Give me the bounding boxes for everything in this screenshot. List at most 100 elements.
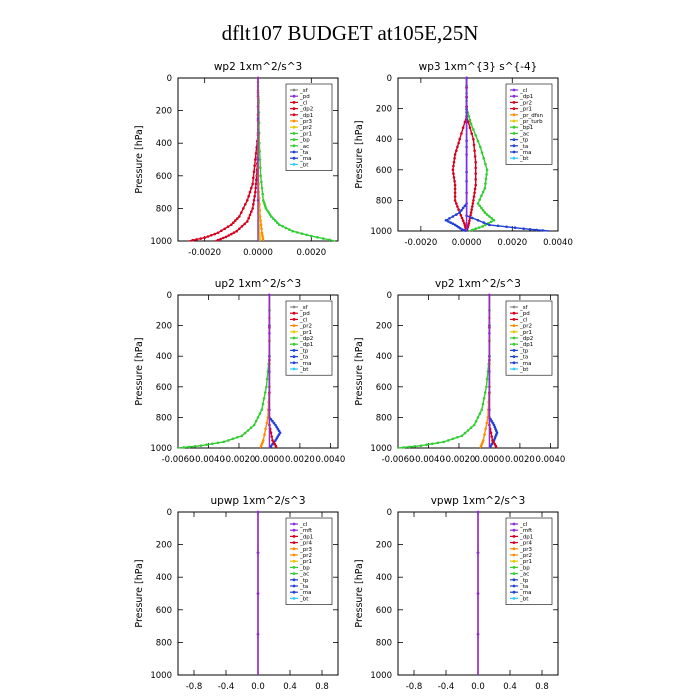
series-marker — [486, 416, 490, 419]
legend-marker — [292, 144, 296, 148]
series-marker — [276, 221, 279, 224]
series-marker — [247, 216, 250, 220]
legend-marker — [292, 125, 296, 129]
series-marker — [460, 132, 463, 135]
legend-label: _ma — [519, 150, 531, 156]
series-marker — [436, 441, 440, 445]
legend-label: _sf — [299, 305, 309, 311]
series-marker — [191, 238, 194, 242]
series-marker — [276, 427, 280, 431]
series-marker — [227, 439, 230, 442]
legend-marker — [292, 132, 296, 135]
series-marker — [484, 177, 488, 181]
legend-marker — [512, 535, 516, 538]
legend-label: _cl — [519, 317, 528, 323]
series-marker — [476, 592, 480, 595]
series-marker — [456, 436, 459, 439]
legend-marker — [512, 590, 516, 594]
series-marker — [474, 134, 478, 137]
series-marker — [277, 433, 281, 436]
legend-marker — [292, 559, 296, 563]
legend-marker — [292, 535, 296, 538]
x-tick-label: 0.0000 — [475, 455, 505, 465]
series-marker — [195, 238, 198, 241]
legend-label: _dp1 — [519, 342, 533, 348]
legend-marker — [292, 584, 296, 588]
legend-marker — [292, 597, 296, 600]
series-marker — [284, 226, 288, 230]
legend-marker — [512, 547, 516, 551]
series-marker — [479, 444, 483, 448]
series-marker — [476, 416, 480, 419]
x-tick-label: -0.0020 — [404, 238, 437, 248]
series-marker — [453, 195, 457, 198]
series-marker — [483, 211, 487, 214]
series-marker — [467, 222, 471, 225]
legend-label: _ta — [519, 355, 528, 361]
x-tick-label: -0.8 — [406, 682, 423, 692]
series-marker — [458, 137, 462, 141]
legend-marker — [292, 156, 296, 160]
series-marker — [243, 222, 246, 226]
series-marker — [260, 231, 264, 235]
x-tick-label: 0.0000 — [255, 455, 285, 465]
series-marker — [256, 76, 260, 80]
legend-label: _mft — [299, 528, 313, 534]
series-marker — [408, 445, 411, 449]
series-marker — [468, 126, 472, 129]
legend-marker — [512, 94, 516, 98]
legend-marker — [292, 107, 296, 110]
series-marker — [252, 170, 256, 173]
series-marker — [251, 207, 254, 210]
y-tick-label: 200 — [376, 322, 392, 332]
series-marker — [272, 441, 275, 444]
panel-1: wp2 1xm^2/s^3 Pressure [hPa] 0 200 400 600 800… — [134, 61, 339, 258]
series-marker — [513, 226, 517, 229]
x-tick-label: -0.4 — [438, 682, 455, 692]
series-marker — [227, 234, 230, 237]
y-tick-label: 400 — [376, 352, 392, 362]
legend-marker — [292, 119, 296, 123]
legend-label: _dp1 — [519, 94, 533, 100]
legend-label: _pr_dfsn — [519, 113, 544, 119]
series-marker — [488, 215, 491, 218]
series-marker — [232, 231, 236, 234]
legend-marker — [512, 336, 516, 340]
series-marker — [219, 237, 222, 241]
plot-frame — [397, 294, 559, 449]
series-marker — [476, 139, 480, 143]
series-marker — [482, 221, 486, 224]
series-marker — [256, 416, 260, 419]
series-marker — [484, 182, 487, 185]
series-marker — [490, 442, 494, 446]
series-marker — [265, 377, 269, 381]
legend-label: _bp — [519, 565, 530, 571]
series-marker — [481, 209, 485, 212]
series-marker — [258, 412, 262, 415]
series-marker — [230, 223, 233, 226]
legend-label: _pd — [299, 311, 310, 317]
legend-label: _bt — [299, 596, 309, 602]
series-marker — [480, 194, 483, 198]
series-marker — [483, 391, 487, 394]
series-marker — [491, 439, 494, 442]
y-tick-label: 600 — [376, 383, 392, 393]
legend-label: _pr_turb — [519, 119, 543, 125]
series-marker — [451, 168, 455, 172]
series-marker — [259, 223, 263, 226]
series-marker — [402, 446, 406, 449]
series-marker — [460, 216, 464, 220]
series-marker — [481, 402, 485, 406]
series-marker — [481, 190, 485, 194]
series-marker — [471, 228, 474, 232]
series-marker — [264, 205, 267, 208]
legend-marker — [512, 597, 516, 600]
series-marker — [265, 421, 269, 425]
series-marker — [490, 435, 494, 438]
legend-label: _tp — [299, 578, 309, 584]
series-marker — [476, 202, 480, 205]
series-marker — [296, 231, 299, 234]
y-tick-label: 400 — [376, 573, 392, 583]
series-marker — [232, 221, 235, 224]
